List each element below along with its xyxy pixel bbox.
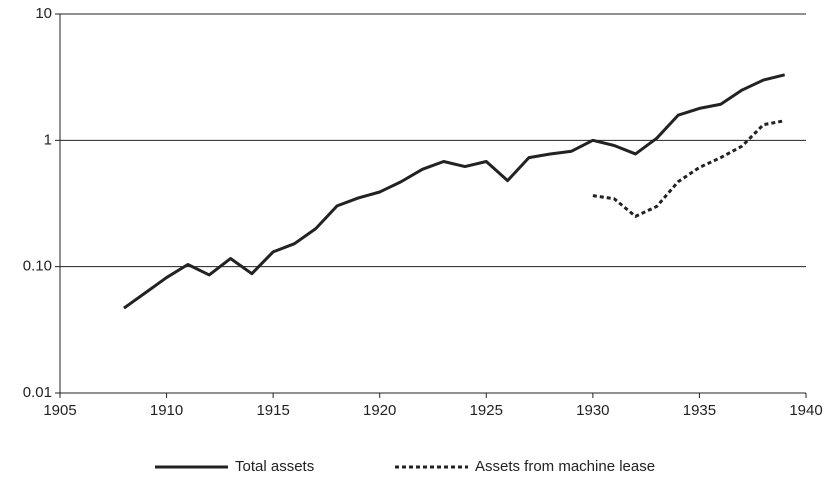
y-tick-label: 0.10 <box>23 258 52 275</box>
x-tick-label: 1920 <box>363 402 396 419</box>
x-tick-label: 1910 <box>150 402 183 419</box>
y-tick-label: 10 <box>35 5 52 22</box>
x-tick-label: 1935 <box>683 402 716 419</box>
x-tick-label: 1940 <box>789 402 822 419</box>
y-tick-label: 0.01 <box>23 384 52 401</box>
legend-label: Total assets <box>235 458 314 475</box>
x-tick-label: 1905 <box>43 402 76 419</box>
x-tick-label: 1930 <box>576 402 609 419</box>
legend-label: Assets from machine lease <box>475 458 655 475</box>
x-tick-label: 1925 <box>470 402 503 419</box>
series-line <box>592 119 785 218</box>
y-tick-label: 1 <box>44 131 52 148</box>
x-tick-label: 1915 <box>256 402 289 419</box>
series-line <box>123 73 786 310</box>
